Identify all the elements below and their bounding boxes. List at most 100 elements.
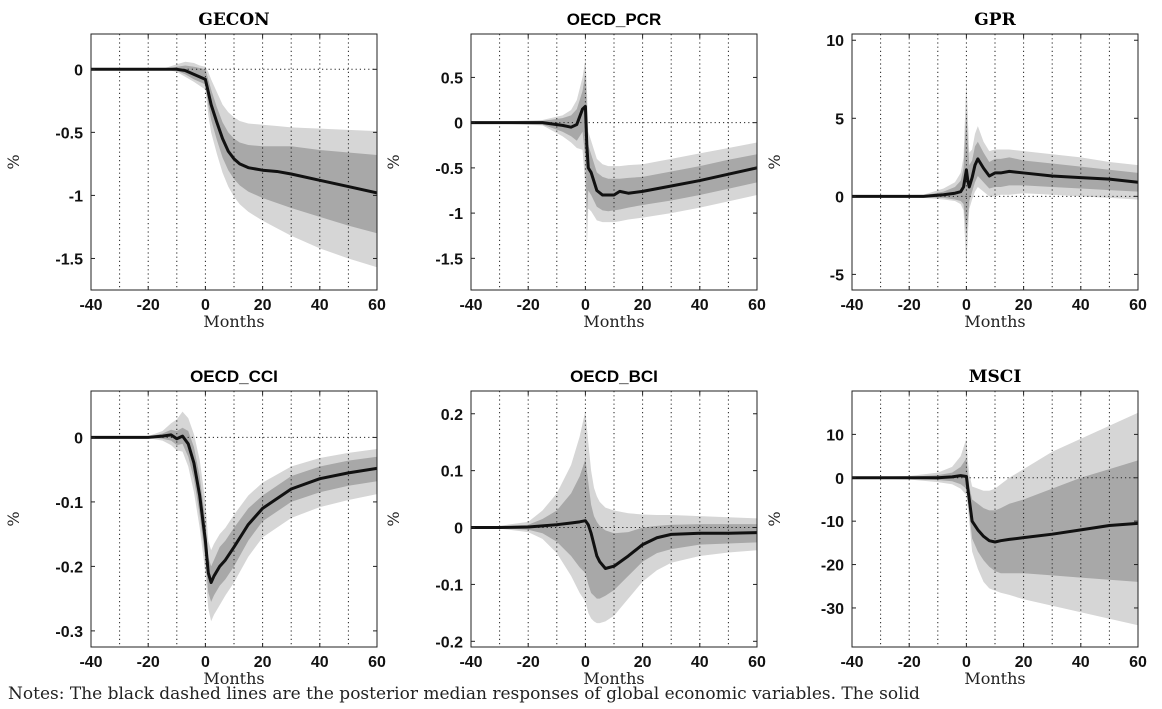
x-axis-label: Months	[583, 669, 644, 688]
x-tick-label: -40	[459, 297, 482, 314]
x-tick-label: 60	[1129, 654, 1147, 671]
y-axis-label: %	[384, 511, 403, 526]
x-tick-label: 40	[1072, 297, 1090, 314]
plot-content	[471, 391, 757, 647]
chart-panel-oecd-bci: -40 -20 0 20 40 60 0.2 0.1 0 -0.1 -0.2 OECD_BCI Mont…	[384, 367, 766, 688]
y-tick-label: -0.5	[435, 161, 463, 178]
chart-title: OECD_PCR	[567, 10, 661, 29]
x-tick-label: -20	[517, 654, 540, 671]
x-tick-label: -20	[898, 297, 921, 314]
y-tick-label: 0	[835, 189, 844, 206]
x-tick-label: -40	[840, 654, 863, 671]
y-tick-label: 0	[835, 471, 844, 488]
y-tick-label: -1	[69, 188, 83, 205]
plot-content	[852, 391, 1138, 647]
y-tick-label: 10	[826, 427, 844, 444]
x-tick-label: 20	[254, 654, 272, 671]
axes-frame	[851, 390, 1139, 648]
y-tick-label: -5	[830, 267, 844, 284]
y-tick-label: -20	[821, 558, 844, 575]
x-tick-label: -40	[79, 297, 102, 314]
y-axis-label: %	[765, 154, 784, 169]
y-tick-label: 0	[74, 430, 83, 447]
figure-notes: Notes: The black dashed lines are the po…	[8, 684, 920, 704]
chart-panel-oecd-pcr: -40 -20 0 20 40 60 0.5 0 -0.5 -1 -1.5 OECD_PCR Month…	[384, 10, 766, 331]
y-tick-label: -0.1	[55, 495, 83, 512]
x-tick-label: 40	[311, 297, 329, 314]
y-tick-label: -0.1	[435, 577, 463, 594]
axes-frame	[470, 33, 758, 291]
x-tick-label: -40	[459, 654, 482, 671]
y-tick-label: -0.2	[55, 559, 83, 576]
x-tick-label: 60	[1129, 297, 1147, 314]
outer-credible-band	[91, 411, 377, 622]
axes-frame	[90, 390, 378, 648]
outer-credible-band	[471, 59, 757, 250]
y-tick-label: -1.5	[435, 251, 463, 268]
x-tick-label: -40	[79, 654, 102, 671]
median-response-line	[852, 474, 1138, 544]
x-tick-label: 0	[581, 297, 590, 314]
x-tick-label: 60	[748, 654, 766, 671]
median-response-line	[471, 104, 757, 197]
inner-credible-band	[471, 72, 757, 223]
x-tick-label: 0	[962, 654, 971, 671]
x-tick-label: 20	[254, 297, 272, 314]
y-tick-label: 0	[454, 521, 463, 538]
y-tick-label: -0.3	[55, 624, 83, 641]
x-tick-label: 40	[1072, 654, 1090, 671]
y-tick-label: 0.1	[441, 464, 463, 481]
x-tick-label: 20	[1015, 654, 1033, 671]
median-response-line	[91, 433, 377, 585]
x-tick-label: 0	[201, 297, 210, 314]
plot-content	[852, 34, 1138, 290]
x-tick-label: 20	[1015, 297, 1033, 314]
x-axis-label: Months	[583, 312, 644, 331]
y-tick-label: 0	[454, 116, 463, 133]
y-axis-label: %	[384, 154, 403, 169]
x-axis-label: Months	[964, 669, 1025, 688]
y-axis-label: %	[4, 154, 23, 169]
y-tick-label: 0.2	[441, 407, 463, 424]
median-response-line	[471, 519, 757, 570]
chart-panel-msci: -40 -20 0 20 40 60 10 0 -10 -20 -30 MSCI Months%	[765, 367, 1147, 688]
axes-frame	[90, 33, 378, 291]
x-tick-label: 60	[368, 654, 386, 671]
chart-panel-gecon: -40 -20 0 20 40 60 0 -0.5 -1 -1.5 GECON Months%	[4, 10, 386, 331]
x-tick-label: 20	[634, 654, 652, 671]
chart-title: GECON	[198, 10, 269, 30]
y-tick-label: 5	[835, 111, 844, 128]
x-tick-label: 0	[201, 654, 210, 671]
y-tick-label: -1.5	[55, 251, 83, 268]
x-tick-label: -20	[517, 297, 540, 314]
y-tick-label: -1	[449, 206, 463, 223]
x-tick-label: -20	[137, 297, 160, 314]
x-tick-label: 40	[691, 297, 709, 314]
y-tick-label: -0.2	[435, 634, 463, 651]
median-response-line	[91, 67, 377, 195]
x-axis-label: Months	[203, 669, 264, 688]
x-axis-label: Months	[964, 312, 1025, 331]
x-tick-label: 40	[691, 654, 709, 671]
y-axis-label: %	[4, 511, 23, 526]
y-axis-label: %	[765, 511, 784, 526]
x-tick-label: 0	[581, 654, 590, 671]
median-response-line	[852, 157, 1138, 198]
y-tick-label: 0.5	[441, 70, 463, 87]
x-axis-label: Months	[203, 312, 264, 331]
inner-credible-band	[91, 427, 377, 602]
x-tick-label: -40	[840, 297, 863, 314]
x-tick-label: 40	[311, 654, 329, 671]
plot-content	[91, 391, 377, 647]
x-tick-label: 0	[962, 297, 971, 314]
x-tick-label: 20	[634, 297, 652, 314]
chart-title: MSCI	[969, 367, 1022, 387]
x-tick-label: -20	[137, 654, 160, 671]
chart-title: GPR	[974, 10, 1016, 30]
y-tick-label: -30	[821, 601, 844, 618]
y-tick-label: 0	[74, 62, 83, 79]
y-tick-label: 10	[826, 33, 844, 50]
plot-content	[471, 34, 757, 290]
axes-frame	[851, 33, 1139, 291]
